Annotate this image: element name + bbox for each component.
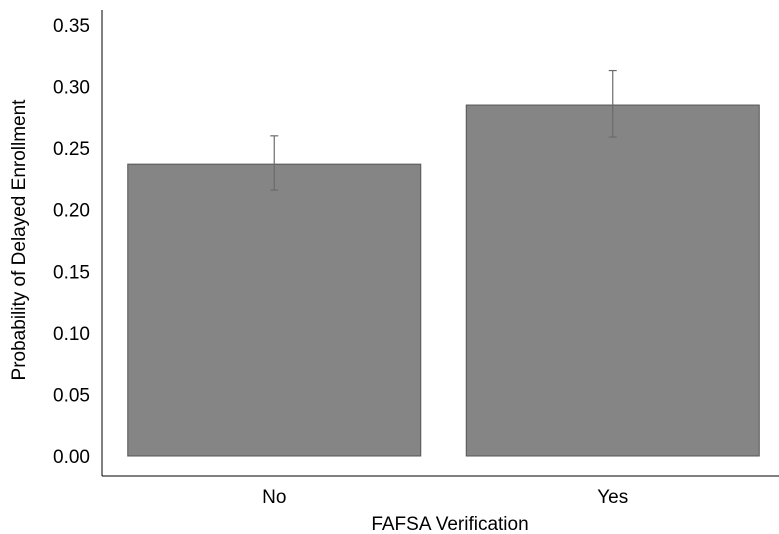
- x-axis-ticks: No Yes: [262, 487, 628, 508]
- bars: [127, 104, 760, 457]
- y-tick-label: 0.15: [53, 262, 90, 283]
- bar-no: [127, 163, 422, 457]
- y-tick-label: 0.35: [53, 16, 90, 37]
- error-bars: [270, 69, 617, 191]
- y-tick-label: 0.10: [53, 324, 90, 345]
- y-tick-label: 0.30: [53, 78, 90, 99]
- y-tick-label: 0.00: [53, 447, 90, 468]
- bar-yes: [465, 104, 760, 457]
- x-tick-label: No: [262, 487, 286, 508]
- x-axis-title: FAFSA Verification: [371, 514, 528, 534]
- x-tick-label: Yes: [597, 487, 628, 508]
- y-axis-title: Probability of Delayed Enrollment: [9, 99, 30, 381]
- y-tick-label: 0.25: [53, 139, 90, 160]
- y-tick-label: 0.05: [53, 385, 90, 406]
- y-tick-label: 0.20: [53, 201, 90, 222]
- y-axis-ticks: 0.00 0.05 0.10 0.15 0.20 0.25 0.30 0.35: [53, 16, 90, 468]
